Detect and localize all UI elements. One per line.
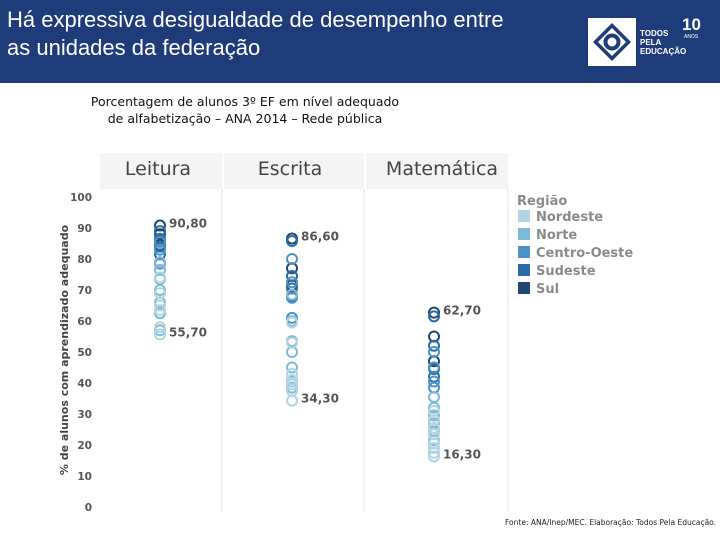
todos-pela-educacao-logo-icon bbox=[588, 18, 636, 66]
data-point-escrita-nordeste bbox=[286, 394, 298, 407]
data-label-matematica: 16,30 bbox=[443, 447, 481, 461]
data-point-leitura-norte bbox=[154, 256, 166, 269]
panel-header-leitura bbox=[100, 153, 222, 189]
data-point-leitura-sul bbox=[154, 219, 166, 232]
data-point-escrita-nordeste bbox=[286, 378, 298, 391]
data-point-escrita-sudeste bbox=[286, 235, 298, 248]
y-tick-label: 80 bbox=[77, 254, 92, 266]
page-title: Há expressiva desigualdade de desempenho… bbox=[7, 6, 567, 62]
data-point-leitura-nordeste bbox=[154, 304, 166, 317]
panel-title-escrita: Escrita bbox=[258, 158, 323, 180]
data-point-matematica-centro-oeste bbox=[428, 346, 440, 358]
data-point-matematica-sul bbox=[428, 306, 440, 319]
panel-header-matematica bbox=[366, 153, 508, 189]
logo-line1: TODOS bbox=[640, 29, 669, 38]
page-title-line1: Há expressiva desigualdade de desempenho… bbox=[7, 7, 504, 32]
legend-label-sudeste: Sudeste bbox=[536, 264, 596, 279]
data-point-escrita-nordeste bbox=[286, 316, 298, 329]
y-tick-label: 50 bbox=[77, 347, 92, 359]
chart-subtitle-line1: Porcentagem de alunos 3º EF em nível ade… bbox=[90, 94, 400, 109]
data-label-escrita: 34,30 bbox=[301, 392, 339, 406]
legend-swatch-norte bbox=[518, 228, 530, 240]
data-point-matematica-centro-oeste bbox=[428, 361, 440, 374]
y-tick-label: 60 bbox=[77, 316, 92, 328]
legend-swatch-nordeste bbox=[518, 210, 530, 222]
data-point-escrita-norte bbox=[286, 288, 298, 301]
logo-anniversary: 10 bbox=[682, 15, 701, 34]
data-point-matematica-nordeste bbox=[428, 446, 440, 459]
y-tick-label: 100 bbox=[70, 192, 92, 204]
legend-label-nordeste: Nordeste bbox=[536, 210, 603, 225]
data-point-escrita-norte bbox=[286, 361, 298, 374]
legend-label-sul: Sul bbox=[536, 282, 559, 297]
data-point-leitura-nordeste bbox=[154, 271, 166, 284]
data-label-leitura: 90,80 bbox=[169, 217, 207, 231]
data-point-leitura-nordeste bbox=[154, 287, 166, 300]
logo-line3: EDUCAÇÃO bbox=[640, 47, 687, 56]
legend-swatch-sudeste bbox=[518, 264, 530, 276]
data-point-matematica-nordeste bbox=[428, 450, 440, 463]
source-note: Fonte: ANA/Inep/MEC. Elaboração: Todos P… bbox=[505, 518, 717, 527]
data-point-escrita-centro-oeste bbox=[286, 276, 298, 289]
logo-text: TODOS PELA EDUCAÇÃO bbox=[640, 29, 686, 56]
data-point-matematica-nordeste bbox=[428, 421, 440, 434]
data-point-matematica-nordeste bbox=[428, 442, 440, 455]
y-tick-label: 40 bbox=[77, 378, 92, 390]
data-point-matematica-centro-oeste bbox=[428, 375, 440, 388]
y-tick-label: 30 bbox=[77, 409, 92, 421]
data-label-matematica: 62,70 bbox=[443, 304, 481, 318]
y-axis-title: % de alunos com aprendizado adequado bbox=[58, 224, 71, 475]
logo-line2: PELA bbox=[640, 38, 662, 47]
y-tick-label: 90 bbox=[77, 223, 92, 235]
panel-title-leitura: Leitura bbox=[125, 158, 191, 180]
data-point-matematica-sudeste bbox=[428, 310, 440, 323]
panel-title-matematica: Matemática bbox=[386, 158, 498, 180]
logo-anniversary-unit: ANOS bbox=[684, 34, 699, 40]
page-title-line2: as unidades da federação bbox=[7, 35, 261, 60]
data-point-leitura-centro-oeste bbox=[154, 235, 166, 248]
data-point-escrita-nordeste bbox=[286, 336, 298, 349]
data-point-matematica-nordeste bbox=[428, 414, 440, 427]
legend-label-norte: Norte bbox=[536, 228, 577, 243]
data-point-leitura-centro-oeste bbox=[154, 243, 166, 256]
legend-title: Região bbox=[517, 194, 567, 209]
data-point-leitura-nordeste bbox=[154, 328, 166, 341]
data-point-matematica-sudeste bbox=[428, 339, 440, 352]
data-label-leitura: 55,70 bbox=[169, 325, 207, 339]
data-point-leitura-nordeste bbox=[154, 299, 166, 312]
legend-swatch-sul bbox=[518, 282, 530, 294]
header-banner: Há expressiva desigualdade de desempenho… bbox=[0, 0, 720, 83]
data-point-leitura-nordeste bbox=[154, 321, 166, 334]
data-point-escrita-sudeste bbox=[286, 270, 298, 283]
legend-label-centro-oeste: Centro-Oeste bbox=[536, 246, 633, 261]
y-tick-label: 0 bbox=[85, 502, 92, 514]
y-tick-label: 20 bbox=[77, 440, 92, 452]
chart-subtitle: Porcentagem de alunos 3º EF em nível ade… bbox=[60, 93, 430, 127]
legend-swatch-centro-oeste bbox=[518, 246, 530, 258]
data-label-escrita: 86,60 bbox=[301, 230, 339, 244]
chart-subtitle-line2: de alfabetização – ANA 2014 – Rede públi… bbox=[107, 111, 383, 126]
panel-header-escrita bbox=[224, 153, 364, 189]
data-point-matematica-norte bbox=[428, 409, 440, 422]
y-tick-label: 10 bbox=[77, 471, 92, 483]
data-point-escrita-centro-oeste bbox=[286, 253, 298, 265]
y-tick-label: 70 bbox=[77, 285, 92, 297]
